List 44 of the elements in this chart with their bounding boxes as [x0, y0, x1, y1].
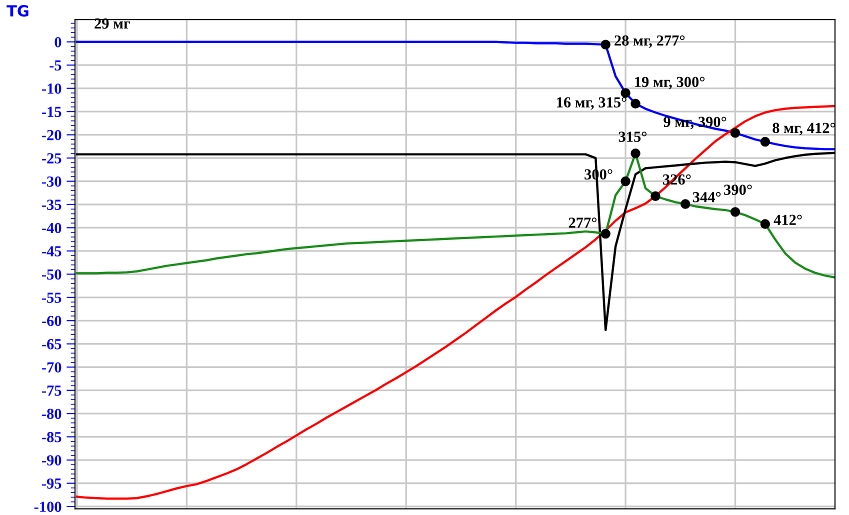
annotation: 344°	[692, 192, 721, 202]
point	[620, 88, 630, 98]
point	[680, 199, 690, 209]
y-tick-label: -20	[42, 130, 62, 140]
y-tick-label: -75	[42, 386, 62, 396]
point	[630, 148, 640, 158]
y-tick-label: -45	[42, 246, 62, 256]
y-tick-label: -95	[42, 478, 62, 489]
y-tick-label: -35	[42, 200, 62, 210]
annotation: 315°	[618, 132, 647, 142]
annotation: 277°	[568, 218, 597, 228]
y-tick-label: -70	[42, 362, 62, 373]
y-tick-label: -100	[34, 502, 62, 512]
y-tick-label: -10	[42, 83, 62, 94]
y-axis-title: TG	[6, 5, 28, 17]
annotation: 16 мг, 315°	[557, 97, 626, 110]
point	[760, 136, 770, 147]
y-tick-label: -40	[42, 222, 62, 234]
y-tick-label: -25	[42, 153, 62, 164]
y-tick-label: -30	[42, 176, 62, 187]
y-tick-label: -15	[42, 106, 62, 118]
point	[620, 176, 630, 186]
point	[730, 128, 740, 138]
annotation: 9 мг, 390°	[664, 116, 726, 130]
annotation: 28 мг, 277°	[614, 35, 685, 48]
y-tick-label: 0	[54, 37, 62, 48]
y-tick-label: -90	[42, 455, 62, 466]
y-tick-label: -55	[42, 292, 62, 303]
annotation: 412°	[774, 214, 802, 225]
point	[600, 40, 610, 50]
annotation: 8 мг, 412°	[772, 122, 836, 136]
y-tick-label: -60	[42, 316, 62, 326]
y-tick-label: -5	[50, 60, 62, 71]
y-tick-label: -65	[42, 339, 62, 350]
point	[630, 98, 640, 109]
y-tick-label: -80	[42, 408, 62, 420]
annotation: 19 мг, 300°	[635, 76, 705, 90]
y-tick-label: -85	[42, 432, 62, 442]
annotation: 390°	[724, 184, 752, 195]
point	[760, 219, 770, 229]
y-tick-label: -50	[42, 269, 62, 280]
point	[650, 191, 660, 201]
point	[730, 207, 740, 217]
point	[600, 228, 610, 239]
